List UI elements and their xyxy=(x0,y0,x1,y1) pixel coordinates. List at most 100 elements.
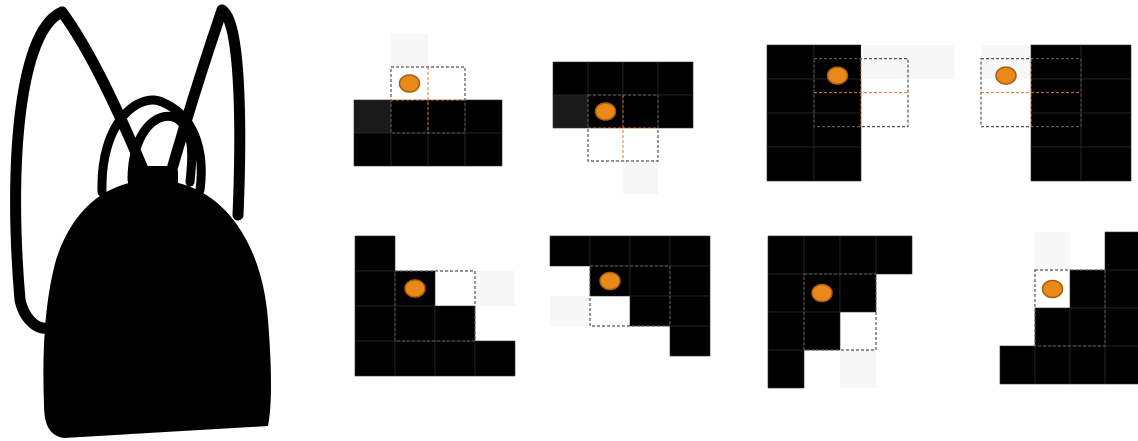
pixel-cell xyxy=(767,311,805,351)
pixel-cell xyxy=(475,271,515,306)
pixel-cell xyxy=(1104,269,1138,309)
top-handle-outer xyxy=(97,95,206,197)
pixel-cell xyxy=(669,235,711,267)
pixel-cell xyxy=(767,349,805,389)
pixel-cell xyxy=(766,78,815,114)
pixel-cell xyxy=(464,99,503,134)
orange-dot-icon xyxy=(398,74,421,93)
pixel-cell xyxy=(669,265,711,297)
pixel-cell xyxy=(766,44,815,80)
pixel-cell xyxy=(839,273,877,313)
pixel-cell xyxy=(1034,307,1071,347)
pixel-cell xyxy=(839,235,877,275)
orange-dot-icon xyxy=(599,271,621,291)
pattern-4 xyxy=(980,44,1132,182)
pixel-cell xyxy=(549,235,591,267)
pixel-cell xyxy=(434,340,476,377)
pixel-cell xyxy=(803,235,841,275)
pixel-cell xyxy=(669,295,711,327)
right-shoulder-strap xyxy=(216,4,246,221)
pixel-cell xyxy=(550,296,590,326)
pixel-cell xyxy=(813,112,862,148)
sampling-window xyxy=(589,265,671,327)
pixel-cell xyxy=(767,273,805,313)
pixel-cell xyxy=(813,146,862,182)
pixel-cell xyxy=(427,132,466,167)
pattern-2 xyxy=(552,61,694,194)
pixel-cell xyxy=(657,61,694,96)
pixel-cell xyxy=(552,94,589,129)
pixel-cell xyxy=(354,305,396,342)
pixel-cell xyxy=(354,235,396,272)
pixel-cell xyxy=(1080,78,1132,114)
pixel-cell xyxy=(552,61,589,96)
pixel-cell xyxy=(629,265,671,297)
pixel-cell xyxy=(861,45,908,79)
pixel-cell xyxy=(587,61,624,96)
orange-dot-icon xyxy=(811,283,833,303)
pattern-panels xyxy=(353,34,1138,389)
orange-dot-icon xyxy=(1041,279,1064,299)
pixel-cell xyxy=(766,112,815,148)
pixel-cell xyxy=(353,99,392,134)
pixel-cell xyxy=(464,132,503,167)
pixel-cell xyxy=(1104,307,1138,347)
orange-dot-icon xyxy=(594,102,617,121)
sampling-window xyxy=(1034,269,1106,347)
pixel-cell xyxy=(1030,44,1082,80)
pixel-cell xyxy=(840,350,876,388)
pattern-8 xyxy=(999,231,1138,385)
pixel-cell xyxy=(999,345,1036,385)
pattern-3 xyxy=(766,44,955,182)
sampling-window xyxy=(394,270,476,342)
pixel-cell xyxy=(875,235,913,275)
pixel-cell xyxy=(767,235,805,275)
orange-dot-icon xyxy=(995,66,1017,85)
pattern-6 xyxy=(549,235,711,357)
pixel-cell xyxy=(622,94,659,129)
orange-dot-icon xyxy=(826,66,849,85)
backpack-body xyxy=(43,179,271,438)
pixel-cell xyxy=(622,61,659,96)
pixel-cell xyxy=(1069,345,1106,385)
pixel-cell xyxy=(353,132,392,167)
pixel-cell xyxy=(1030,146,1082,182)
right-strap-link xyxy=(164,4,228,182)
pixel-cell xyxy=(390,99,429,134)
pixel-cell xyxy=(766,146,815,182)
left-shoulder-strap xyxy=(10,6,68,334)
pixel-cell xyxy=(474,340,516,377)
pixel-cell xyxy=(434,305,476,342)
pixel-cell xyxy=(908,45,955,79)
pixel-cell xyxy=(1080,146,1132,182)
pixel-cell xyxy=(629,235,671,267)
pixel-cell xyxy=(657,94,694,129)
pixel-cell xyxy=(623,161,658,194)
pattern-1 xyxy=(353,34,503,167)
pixel-cell xyxy=(1030,78,1082,114)
pixel-cell xyxy=(1104,231,1138,271)
pixel-cell xyxy=(1080,44,1132,80)
pixel-cell xyxy=(1034,345,1071,385)
pixel-cell xyxy=(391,34,428,67)
top-handle-inner xyxy=(127,111,197,187)
pixel-cell xyxy=(589,235,631,267)
pixel-cell xyxy=(1080,112,1132,148)
pixel-cell xyxy=(390,132,429,167)
pixel-cell xyxy=(669,325,711,357)
sampling-window xyxy=(803,273,877,351)
pixel-cell xyxy=(629,295,671,327)
pixel-cell xyxy=(394,340,436,377)
pixel-cell xyxy=(1030,112,1082,148)
pixel-cell xyxy=(1069,269,1106,309)
pixel-cell xyxy=(803,311,841,351)
pixel-cell xyxy=(1069,307,1106,347)
pixel-cell xyxy=(1035,232,1070,270)
pixel-cell xyxy=(1104,345,1138,385)
pixel-cell xyxy=(394,305,436,342)
orange-dot-icon xyxy=(404,279,426,298)
pixel-cell xyxy=(427,99,466,134)
pixel-cell xyxy=(354,340,396,377)
pixel-cell xyxy=(354,270,396,307)
